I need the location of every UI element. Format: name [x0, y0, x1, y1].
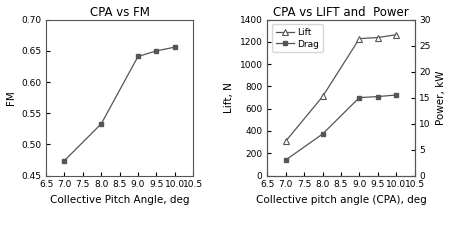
- Drag: [282, 159, 288, 161]
- Lift: [282, 140, 288, 142]
- Lift: [374, 36, 380, 39]
- X-axis label: Collective Pitch Angle, deg: Collective Pitch Angle, deg: [50, 195, 189, 205]
- Line: Drag: Drag: [283, 92, 398, 162]
- Lift: [319, 95, 325, 98]
- Line: Lift: Lift: [282, 31, 399, 144]
- Y-axis label: Lift, N: Lift, N: [224, 82, 234, 113]
- X-axis label: Collective pitch angle (CPA), deg: Collective pitch angle (CPA), deg: [255, 195, 425, 205]
- Drag: [392, 94, 398, 96]
- Lift: [356, 37, 361, 40]
- Drag: [356, 96, 361, 99]
- Lift: [392, 33, 398, 36]
- Drag: [374, 95, 380, 98]
- Drag: [319, 133, 325, 135]
- Legend: Lift, Drag: Lift, Drag: [272, 24, 322, 52]
- Title: CPA vs FM: CPA vs FM: [89, 6, 149, 18]
- Y-axis label: Power, kW: Power, kW: [436, 70, 446, 125]
- Y-axis label: FM: FM: [5, 90, 15, 105]
- Title: CPA vs LIFT and  Power: CPA vs LIFT and Power: [272, 6, 408, 18]
